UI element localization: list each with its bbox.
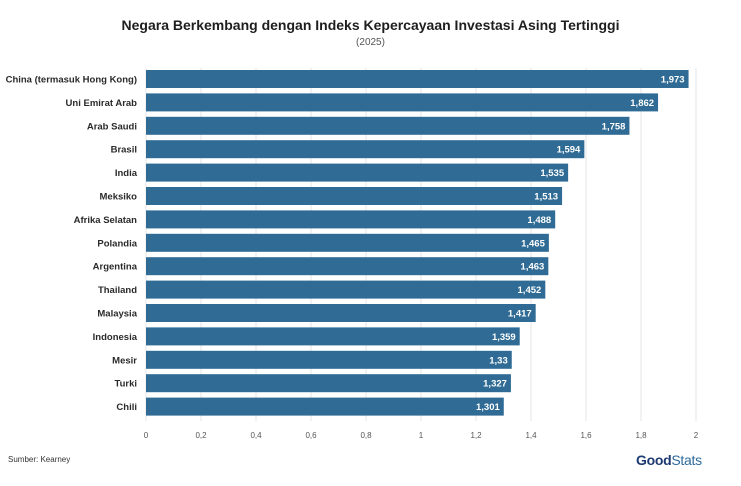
- value-label: 1,359: [492, 332, 516, 343]
- x-tick-label: 2: [694, 431, 699, 440]
- bar: [146, 397, 504, 416]
- x-tick-label: 1: [419, 431, 424, 440]
- bar: [146, 304, 536, 322]
- bar: [146, 280, 546, 299]
- category-label: Uni Emirat Arab: [66, 98, 138, 109]
- bar: [146, 93, 659, 112]
- source-note: Sumber: Kearney: [8, 455, 71, 464]
- x-tick-label: 1,8: [635, 431, 647, 440]
- bar: [146, 163, 569, 182]
- value-label: 1,594: [557, 145, 581, 156]
- category-label: Arab Saudi: [87, 121, 137, 132]
- value-label: 1,301: [476, 402, 500, 413]
- value-label: 1,33: [489, 355, 508, 366]
- x-tick-label: 1,2: [470, 431, 482, 440]
- category-label: Mesir: [112, 355, 137, 366]
- bar: [146, 257, 549, 276]
- bar: [146, 374, 511, 393]
- value-label: 1,488: [527, 215, 551, 226]
- value-label: 1,535: [540, 168, 564, 179]
- value-label: 1,862: [630, 98, 654, 109]
- x-tick-label: 1,4: [525, 431, 537, 440]
- bar: [146, 116, 630, 135]
- bar: [146, 233, 549, 252]
- x-tick-label: 0: [144, 431, 149, 440]
- category-label: Indonesia: [93, 332, 138, 343]
- value-label: 1,513: [534, 192, 558, 203]
- category-label: Polandia: [97, 238, 137, 249]
- x-tick-label: 0,2: [195, 431, 207, 440]
- value-label: 1,327: [483, 379, 507, 390]
- goodstats-logo: GoodStats: [636, 452, 702, 468]
- logo-stats: Stats: [671, 452, 702, 468]
- category-label: Chili: [116, 402, 137, 413]
- x-tick-label: 0,8: [360, 431, 372, 440]
- category-label: India: [115, 168, 138, 179]
- logo-good: Good: [636, 452, 672, 468]
- chart-title: Negara Berkembang dengan Indeks Kepercay…: [121, 17, 620, 33]
- value-label: 1,452: [518, 285, 542, 296]
- category-label: Malaysia: [97, 309, 137, 320]
- bar: [146, 350, 512, 369]
- x-tick-label: 0,6: [305, 431, 317, 440]
- value-label: 1,973: [661, 75, 685, 86]
- category-label: Afrika Selatan: [74, 215, 138, 226]
- category-label: Brasil: [111, 145, 137, 156]
- x-tick-label: 0,4: [250, 431, 262, 440]
- bar: [146, 70, 689, 88]
- category-label: Turki: [114, 379, 137, 390]
- value-label: 1,417: [508, 309, 532, 320]
- category-label: Thailand: [98, 285, 137, 296]
- value-label: 1,465: [521, 238, 545, 249]
- bar: [146, 210, 556, 229]
- bar: [146, 140, 585, 159]
- bar: [146, 187, 563, 205]
- value-label: 1,463: [521, 262, 545, 273]
- value-label: 1,758: [602, 121, 626, 132]
- chart-subtitle: (2025): [356, 37, 385, 48]
- category-label: Meksiko: [100, 192, 138, 203]
- category-label: Argentina: [93, 262, 138, 273]
- category-label: China (termasuk Hong Kong): [6, 75, 137, 86]
- bar: [146, 327, 520, 346]
- x-tick-label: 1,6: [580, 431, 592, 440]
